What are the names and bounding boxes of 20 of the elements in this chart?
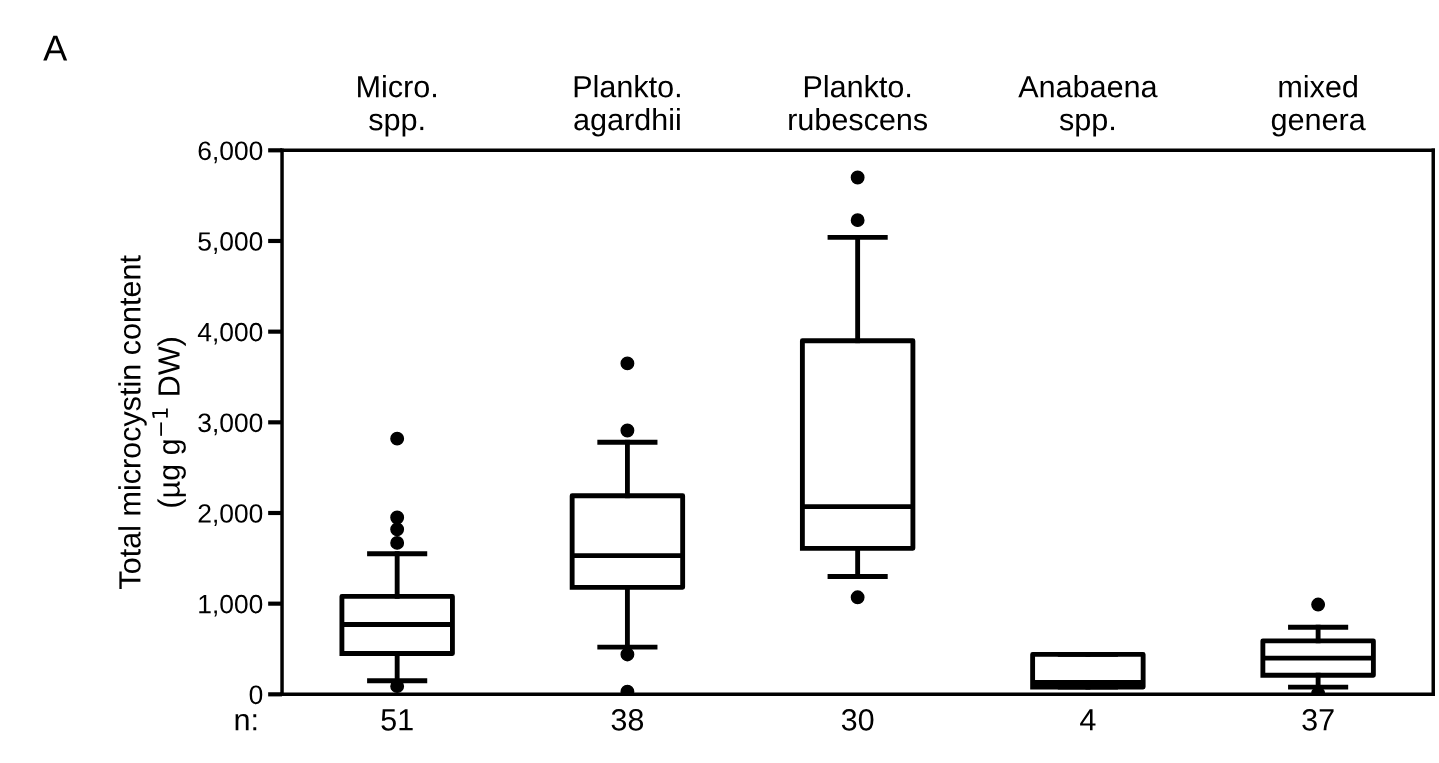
x-tick-label: mixed genera <box>1271 75 1366 137</box>
text: 38 <box>611 709 644 731</box>
text: 37 <box>1302 709 1334 731</box>
y-axis-title: Total microcystin content (µg g$^{−1}$ DW) <box>118 255 186 589</box>
y-tick-label: 1,000 <box>199 594 263 617</box>
text: 51 <box>381 709 413 731</box>
y-tick-label: 0 <box>249 685 263 705</box>
y-tick-label: 2,000 <box>198 504 263 526</box>
y-tick-label: 6,000 <box>198 141 263 164</box>
text: 30 <box>841 709 874 731</box>
y-tick-label: 5,000 <box>198 232 263 254</box>
x-tick-label: Micro. spp. <box>358 75 436 137</box>
x-tick-label: Anabaena spp. <box>1018 75 1158 137</box>
y-tick-label: 3,000 <box>198 413 263 436</box>
text: 4 <box>1080 709 1096 731</box>
text: A <box>43 35 68 61</box>
x-tick-label: Plankto. agardhii <box>574 75 680 137</box>
y-tick-label: 4,000 <box>197 322 263 345</box>
x-tick-label: Plankto. rubescens <box>789 75 928 131</box>
text: n: <box>235 713 257 731</box>
